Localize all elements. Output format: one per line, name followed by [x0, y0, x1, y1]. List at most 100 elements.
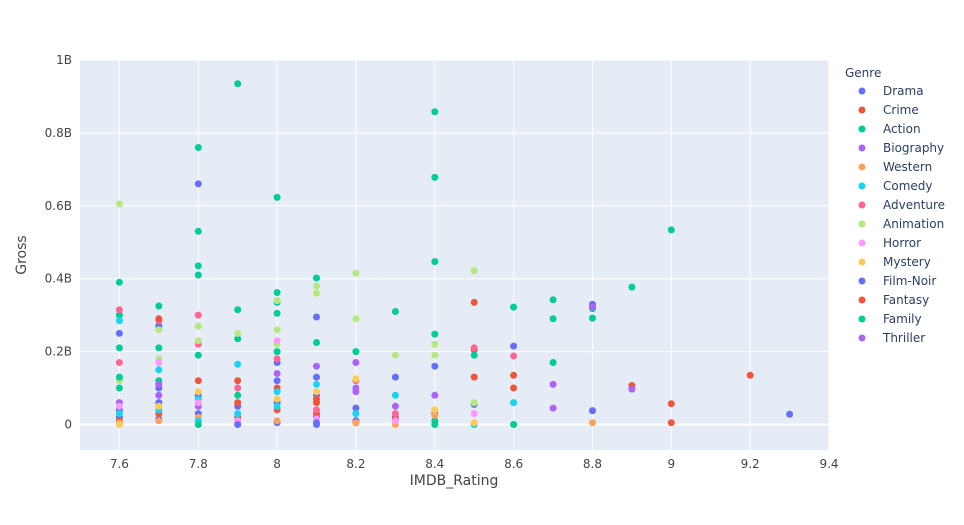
data-point: [352, 419, 360, 427]
data-point: [391, 391, 399, 399]
legend-item-action[interactable]: Action: [858, 122, 921, 136]
data-point: [194, 227, 202, 235]
data-point: [194, 322, 202, 330]
legend-item-thriller[interactable]: Thriller: [858, 331, 926, 345]
plot-background: [80, 60, 829, 450]
x-tick-label: 9.2: [741, 457, 760, 471]
x-tick-labels: 7.6 7.8 8 8.2 8.4 8.6 8.8 9 9.2 9.4: [110, 457, 839, 471]
data-point: [155, 359, 163, 366]
data-point: [313, 419, 320, 427]
series-family: [115, 373, 439, 428]
data-point: [273, 309, 281, 317]
data-point: [115, 410, 123, 418]
legend-label: Western: [883, 160, 932, 174]
data-point: [234, 391, 242, 399]
data-point: [273, 402, 281, 410]
data-point: [628, 385, 636, 393]
data-point: [273, 326, 281, 334]
legend-marker: [858, 239, 866, 247]
data-point: [273, 355, 281, 363]
legend-item-film-noir[interactable]: Film-Noir: [858, 274, 937, 288]
legend-item-western[interactable]: Western: [858, 160, 933, 174]
data-point: [273, 370, 281, 377]
x-tick-label: 8.4: [425, 457, 444, 471]
data-point: [431, 411, 439, 419]
legend-label: Fantasy: [883, 293, 929, 307]
data-point: [115, 384, 123, 392]
legend-item-adventure[interactable]: Adventure: [858, 198, 946, 212]
data-point: [510, 371, 518, 379]
legend-item-animation[interactable]: Animation: [858, 217, 945, 231]
legend-marker: [858, 315, 866, 323]
legend-item-crime[interactable]: Crime: [858, 103, 919, 117]
y-tick-label: 0.6B: [45, 199, 72, 213]
x-tick-label: 7.6: [110, 457, 129, 471]
data-point: [746, 371, 754, 379]
x-tick-label: 8.2: [346, 457, 365, 471]
data-point: [352, 269, 360, 277]
data-point: [155, 391, 163, 399]
data-point: [155, 344, 163, 352]
data-point: [115, 329, 123, 337]
y-tick-label: 1B: [56, 53, 72, 67]
x-axis-title: IMDB_Rating: [410, 473, 499, 489]
legend-item-horror[interactable]: Horror: [858, 236, 922, 250]
data-point: [510, 303, 518, 311]
data-point: [510, 342, 518, 350]
data-point: [313, 313, 320, 321]
legend-item-fantasy[interactable]: Fantasy: [858, 293, 930, 307]
data-point: [391, 351, 399, 359]
data-point: [273, 289, 281, 296]
legend-item-drama[interactable]: Drama: [858, 84, 924, 98]
data-point: [431, 173, 439, 181]
x-tick-label: 8.8: [583, 457, 602, 471]
data-point: [431, 340, 439, 348]
data-point: [391, 417, 399, 425]
data-point: [194, 351, 202, 359]
legend-item-biography[interactable]: Biography: [858, 141, 945, 155]
data-point: [155, 315, 163, 323]
data-point: [431, 362, 439, 370]
y-tick-labels: 0 0.2B 0.4B 0.6B 0.8B 1B: [45, 53, 72, 431]
legend-label: Biography: [883, 141, 944, 155]
data-point: [194, 337, 202, 345]
data-point: [628, 283, 636, 291]
data-point: [470, 399, 478, 407]
data-point: [313, 399, 320, 407]
data-point: [352, 359, 360, 366]
data-point: [273, 395, 281, 403]
data-point: [155, 366, 163, 374]
data-point: [115, 373, 123, 381]
x-tick-label: 8: [273, 457, 281, 471]
data-point: [234, 335, 242, 343]
data-point: [194, 421, 202, 428]
data-point: [313, 282, 320, 290]
series-action: [115, 80, 675, 428]
data-point: [510, 352, 518, 360]
data-point: [510, 399, 518, 407]
legend: Genre Drama Crime Action Biography Western Co…: [845, 66, 945, 345]
legend-label: Thriller: [882, 331, 925, 345]
series-film-noir: [234, 419, 320, 428]
data-point: [115, 344, 123, 352]
data-point: [667, 226, 675, 234]
data-point: [115, 317, 123, 325]
legend-item-family[interactable]: Family: [858, 312, 922, 326]
data-point: [313, 406, 320, 414]
data-point: [786, 410, 794, 418]
data-point: [155, 302, 163, 310]
data-point: [155, 402, 163, 410]
data-point: [352, 404, 360, 412]
data-point: [234, 306, 242, 314]
x-tick-label: 9.4: [819, 457, 838, 471]
data-point: [470, 373, 478, 381]
data-point: [273, 297, 281, 305]
data-point: [194, 399, 202, 407]
data-point: [391, 410, 399, 418]
legend-item-mystery[interactable]: Mystery: [858, 255, 931, 269]
legend-item-comedy[interactable]: Comedy: [858, 179, 933, 193]
data-point: [234, 384, 242, 392]
data-point: [431, 258, 439, 266]
legend-marker: [858, 334, 866, 342]
data-point: [115, 306, 123, 314]
